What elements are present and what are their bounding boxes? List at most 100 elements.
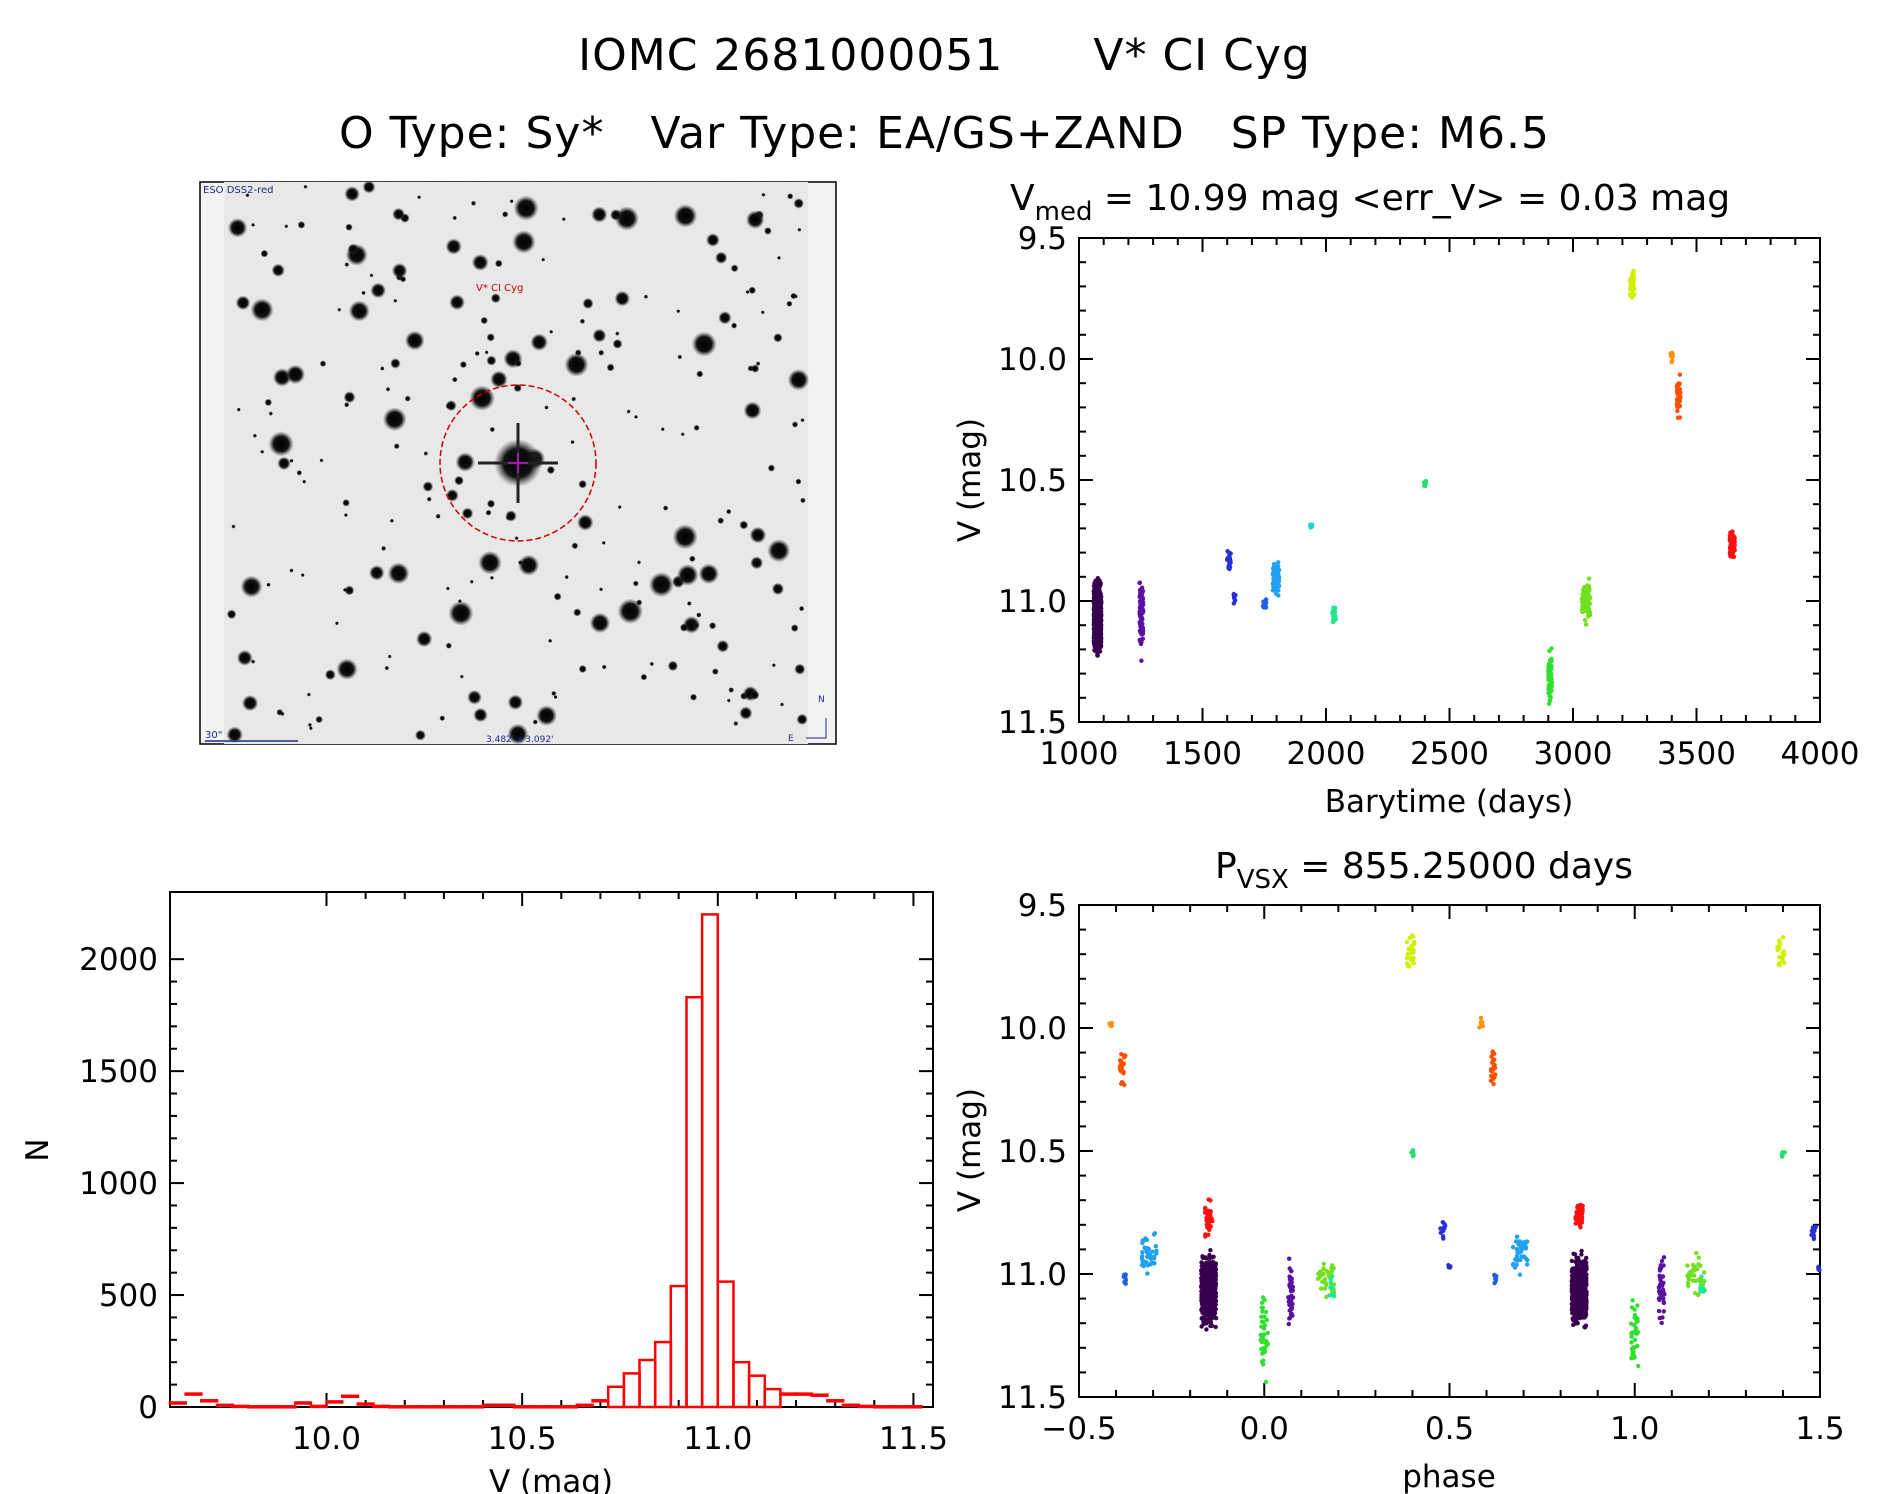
finder-star xyxy=(471,254,489,271)
light-curve-xtick-label: 1000 xyxy=(1040,736,1119,772)
finder-star xyxy=(343,513,348,518)
phased-curve-point xyxy=(1265,1341,1271,1347)
histogram-plot: 10.0 10.5 11.0 11.5 0 500 1000 1500 2000 V (mag)… xyxy=(20,891,948,1494)
phased-curve-point xyxy=(1208,1320,1214,1325)
finder-star xyxy=(643,294,649,299)
phased-curve-xtick-label: −0.5 xyxy=(1041,1411,1116,1447)
phased-curve-point xyxy=(1321,1266,1326,1271)
phased-curve-point xyxy=(1492,1051,1497,1057)
finder-star xyxy=(591,206,608,223)
phased-curve-point xyxy=(1409,944,1414,949)
finder-star xyxy=(404,330,425,351)
finder-star xyxy=(452,215,458,221)
phased-curve-point xyxy=(1123,1272,1128,1277)
histogram-bar xyxy=(716,1280,735,1409)
finder-star xyxy=(454,475,464,486)
light-curve-point xyxy=(1675,408,1680,414)
finder-star xyxy=(667,660,679,672)
finder-star xyxy=(518,560,523,565)
finder-star xyxy=(480,316,489,325)
phased-curve-point xyxy=(1122,1053,1127,1058)
finder-star xyxy=(345,223,353,231)
phased-curve-point xyxy=(1630,1298,1635,1303)
phased-curve-point xyxy=(1260,1337,1266,1342)
finder-star xyxy=(599,587,603,592)
phased-curve-point xyxy=(1776,945,1782,951)
phased-curve-point xyxy=(1208,1313,1214,1318)
light-curve-point xyxy=(1271,561,1277,567)
finder-star xyxy=(250,659,256,664)
phased-curve-point xyxy=(1152,1231,1158,1236)
light-curve-point xyxy=(1548,675,1554,680)
light-curve-point xyxy=(1138,593,1143,598)
light-curve-point xyxy=(1274,587,1280,593)
finder-star xyxy=(512,230,536,254)
finder-star xyxy=(718,311,732,325)
light-curve-point xyxy=(1276,560,1281,565)
phased-curve-point xyxy=(1259,1314,1264,1320)
phased-curve-point xyxy=(1659,1320,1664,1326)
phased-curve-point xyxy=(1204,1260,1209,1265)
finder-star xyxy=(236,649,253,666)
finder-star xyxy=(426,496,432,502)
phased-curve-point xyxy=(1408,951,1414,956)
light-curve-title-rest: = 10.99 mag <err_V> = 0.03 mag xyxy=(1092,178,1730,219)
phased-curve-point xyxy=(1690,1278,1696,1283)
finder-star xyxy=(798,605,805,612)
light-curve-ytick-label: 9.5 xyxy=(1018,221,1067,257)
phased-curve-point xyxy=(1569,1258,1575,1264)
finder-star xyxy=(536,705,557,726)
phased-curve-point xyxy=(1213,1324,1218,1330)
phased-curve-point xyxy=(1514,1247,1520,1252)
finder-star xyxy=(634,414,638,419)
light-curve-point xyxy=(1094,616,1100,621)
finder-star xyxy=(308,726,313,731)
phased-curve-point xyxy=(1696,1292,1701,1298)
finder-star xyxy=(490,293,501,304)
phased-curve-point xyxy=(1213,1295,1218,1300)
light-curve-point xyxy=(1092,599,1097,605)
phased-curve-point xyxy=(1318,1286,1324,1291)
phased-curve-ytick-label: 10.0 xyxy=(998,1011,1067,1047)
light-curve-point xyxy=(1587,602,1592,607)
light-curve-xtick-label: 4000 xyxy=(1781,736,1860,772)
phased-curve-point xyxy=(1446,1265,1452,1270)
histogram-bar xyxy=(904,1405,923,1409)
phased-curve-point xyxy=(1260,1305,1266,1311)
phased-curve-point xyxy=(1145,1271,1150,1276)
phased-curve-point xyxy=(1200,1293,1205,1299)
finder-star xyxy=(691,331,717,357)
phased-curve-points xyxy=(1107,933,1822,1385)
finder-star xyxy=(726,698,731,703)
finder-star xyxy=(486,333,495,342)
finder-star xyxy=(469,385,495,411)
finder-star xyxy=(739,706,753,720)
phased-curve-ylabel: V (mag) xyxy=(952,1088,988,1212)
light-curve-point xyxy=(1587,610,1592,615)
light-curve-point xyxy=(1730,554,1735,559)
light-curve-point xyxy=(1275,584,1280,589)
phased-curve-point xyxy=(1492,1280,1497,1286)
phased-curve-point xyxy=(1580,1265,1586,1270)
light-curve-point xyxy=(1548,695,1553,700)
finder-star xyxy=(448,600,474,626)
finder-star xyxy=(564,352,589,377)
light-curve-point xyxy=(1092,631,1097,636)
phased-curve-point xyxy=(1204,1215,1209,1221)
histogram-xlabel: V (mag) xyxy=(489,1464,613,1494)
phased-curve-point xyxy=(1478,1015,1484,1021)
phased-curve-point xyxy=(1287,1308,1292,1313)
finder-star xyxy=(787,193,794,200)
phased-curve-point xyxy=(1575,1263,1580,1269)
light-curve-point xyxy=(1629,295,1635,300)
phased-curve-point xyxy=(1514,1253,1520,1259)
finder-star xyxy=(791,421,799,428)
phased-curve-point xyxy=(1633,1331,1639,1336)
finder-star xyxy=(578,479,587,489)
phased-curve-point xyxy=(1631,1349,1636,1354)
phased-curve-point xyxy=(1696,1255,1702,1260)
light-curve-point xyxy=(1670,354,1675,359)
light-curve-point xyxy=(1091,589,1097,594)
finder-star xyxy=(344,585,355,596)
light-curve-ytick-label: 10.5 xyxy=(998,463,1067,499)
